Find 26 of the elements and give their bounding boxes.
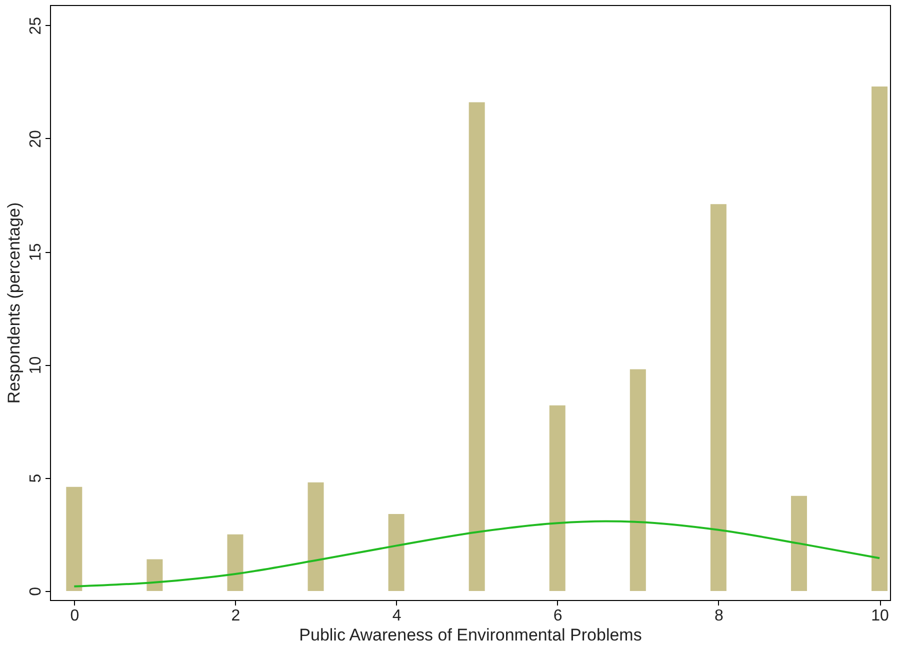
bar	[308, 482, 324, 591]
x-tick-label: 10	[871, 608, 890, 624]
bar	[630, 369, 646, 591]
x-tick-label: 8	[714, 608, 724, 624]
y-tick-label: 15	[28, 243, 44, 261]
bar	[146, 559, 163, 591]
bar	[468, 102, 485, 591]
y-tick-label: 0	[28, 586, 44, 596]
bar	[388, 514, 404, 591]
bar	[549, 405, 566, 591]
x-tick-label: 6	[553, 608, 562, 624]
y-tick-label: 10	[28, 356, 44, 374]
x-axis-title: Public Awareness of Environmental Problems	[299, 626, 642, 644]
bar	[872, 86, 888, 591]
y-tick-label: 25	[28, 16, 44, 35]
line-series	[73, 520, 881, 588]
x-tick-label: 4	[392, 608, 402, 624]
bar	[790, 496, 807, 591]
x-tick-label: 2	[231, 608, 240, 624]
bar	[66, 486, 82, 591]
x-tick-label: 0	[70, 608, 80, 624]
y-tick-label: 20	[28, 130, 44, 148]
bar	[227, 534, 244, 591]
bar	[710, 204, 726, 591]
y-axis-title: Respondents (percentage)	[4, 202, 24, 404]
y-tick-label: 5	[28, 474, 44, 483]
